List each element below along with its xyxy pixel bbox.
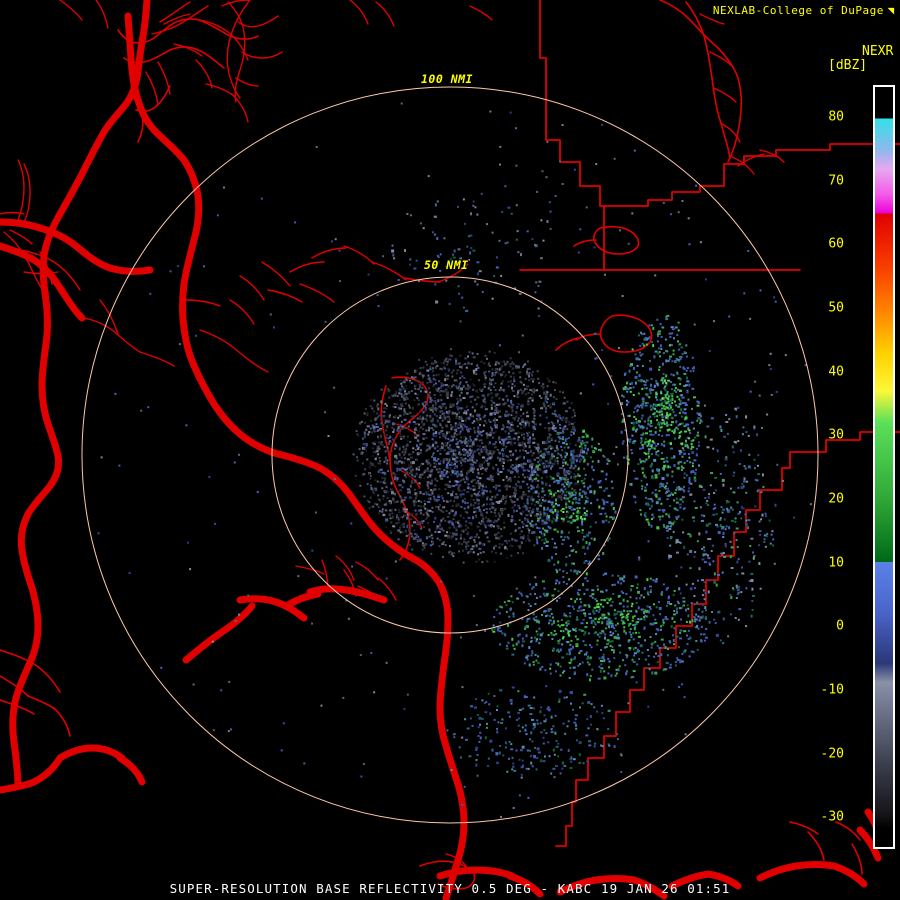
colorbar-tick-50: 50 <box>828 300 844 316</box>
range-ring-label-50nmi: 50 NMI <box>424 258 469 272</box>
colorbar[interactable] <box>873 85 895 849</box>
colorbar-tick-20: 20 <box>828 491 844 507</box>
nexr-brand-label: NEXR <box>862 44 894 59</box>
colorbar-tick-neg30: -30 <box>820 809 844 825</box>
colorbar-tick-neg20: -20 <box>820 746 844 761</box>
range-ring-label-100nmi: 100 NMI <box>421 72 473 86</box>
colorbar-tick-80: 80 <box>828 109 844 125</box>
colorbar-tick-40: 40 <box>828 364 844 379</box>
colorbar-tick-70: 70 <box>828 173 844 188</box>
colorbar-tick-10: 10 <box>828 555 844 570</box>
status-bar: SUPER-RESOLUTION BASE REFLECTIVITY 0.5 D… <box>169 881 731 896</box>
colorbar-gradient <box>875 87 893 847</box>
colorbar-tick-60: 60 <box>828 236 844 252</box>
nexlab-logo-icon: ◤ <box>886 4 894 17</box>
reflectivity-color-scale[interactable]: [dBZ] NEXR 80 70 60 50 40 30 20 10 0 -10 -20 -30 <box>820 44 900 849</box>
colorbar-tick-0: 0 <box>836 618 844 634</box>
colorbar-unit-label: [dBZ] <box>828 58 868 73</box>
colorbar-tick-30: 30 <box>828 427 844 443</box>
provider-credit: NEXLAB-College of DuPage ◤ <box>713 4 894 17</box>
provider-credit-text: NEXLAB-College of DuPage <box>712 4 884 17</box>
colorbar-tick-neg10: -10 <box>820 682 844 698</box>
